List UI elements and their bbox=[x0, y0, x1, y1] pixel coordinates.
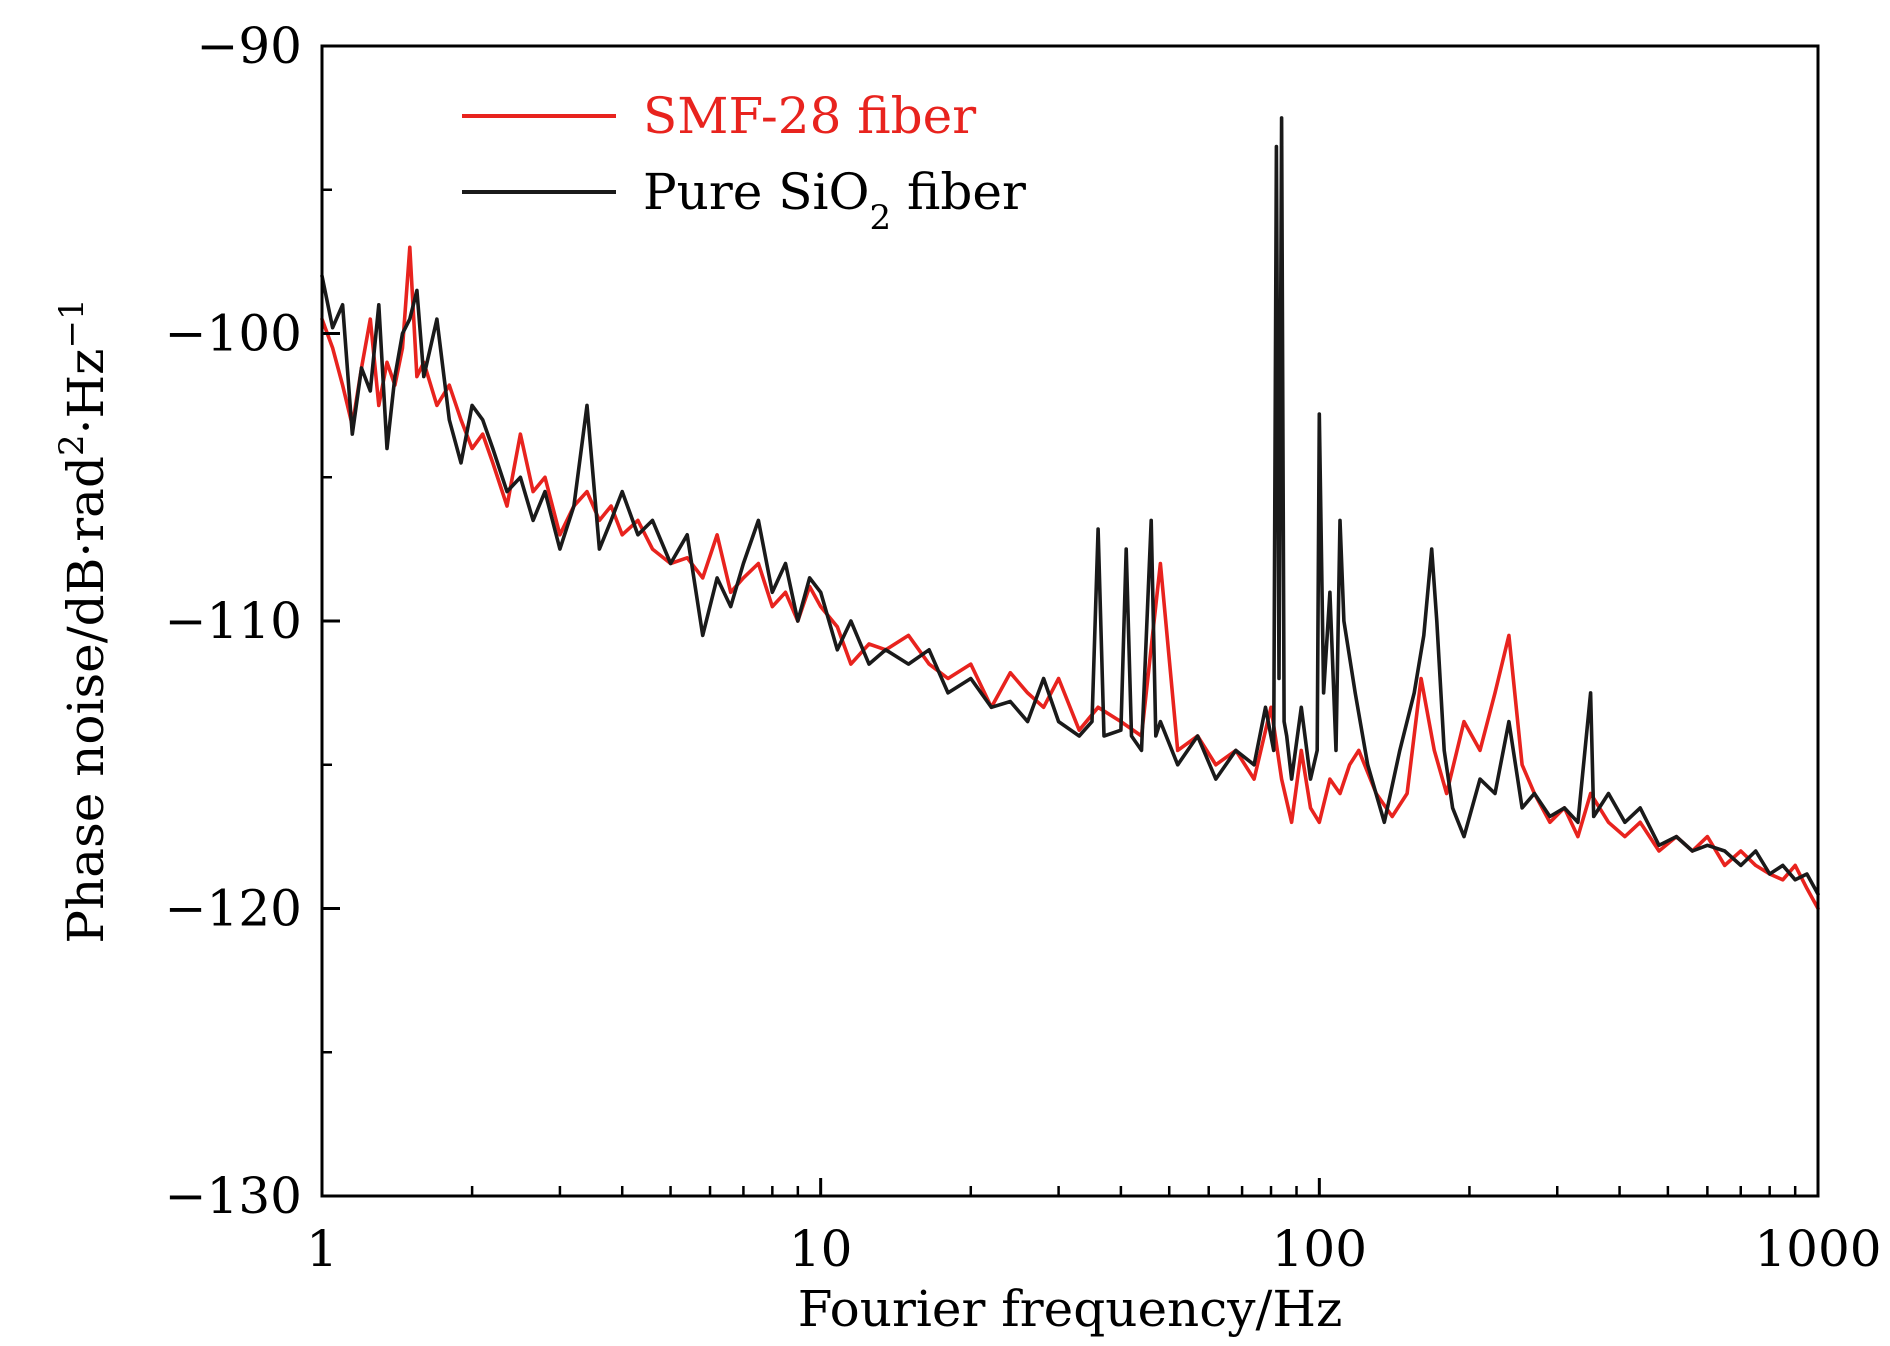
x-axis-title: Fourier frequency/Hz bbox=[798, 1280, 1343, 1338]
legend: SMF-28 fiber Pure SiO2 fiber bbox=[462, 87, 1026, 238]
x-tick-label: 10 bbox=[789, 1220, 853, 1278]
series-line-0 bbox=[320, 245, 1820, 911]
x-tick-label: 100 bbox=[1272, 1220, 1367, 1278]
y-tick-label: −130 bbox=[165, 1167, 302, 1225]
x-tick-label: 1000 bbox=[1754, 1220, 1881, 1278]
y-tick-label: −120 bbox=[165, 880, 302, 938]
series-line-1 bbox=[320, 116, 1820, 896]
ticks-layer: 1 10 100 1000 −90 −100 −110 −120 −130 bbox=[165, 17, 1882, 1278]
legend-label: SMF-28 fiber bbox=[643, 87, 976, 145]
y-axis-title-superscript: 2 bbox=[52, 434, 92, 456]
series-layer bbox=[320, 116, 1820, 911]
y-axis-title-part: Phase noise/dB·rad bbox=[57, 456, 115, 944]
y-axis-title-superscript: −1 bbox=[52, 298, 92, 348]
y-axis-title-part: ·Hz bbox=[57, 349, 115, 435]
y-tick-label: −100 bbox=[165, 305, 302, 363]
y-tick-label: −90 bbox=[196, 17, 302, 75]
x-tick-label: 1 bbox=[306, 1220, 338, 1278]
plot-frame bbox=[320, 44, 1820, 1198]
y-axis-title: Phase noise/dB·rad2·Hz−1 bbox=[52, 298, 115, 943]
legend-label: Pure SiO2 fiber bbox=[643, 163, 1026, 238]
y-tick-label: −110 bbox=[165, 592, 302, 650]
